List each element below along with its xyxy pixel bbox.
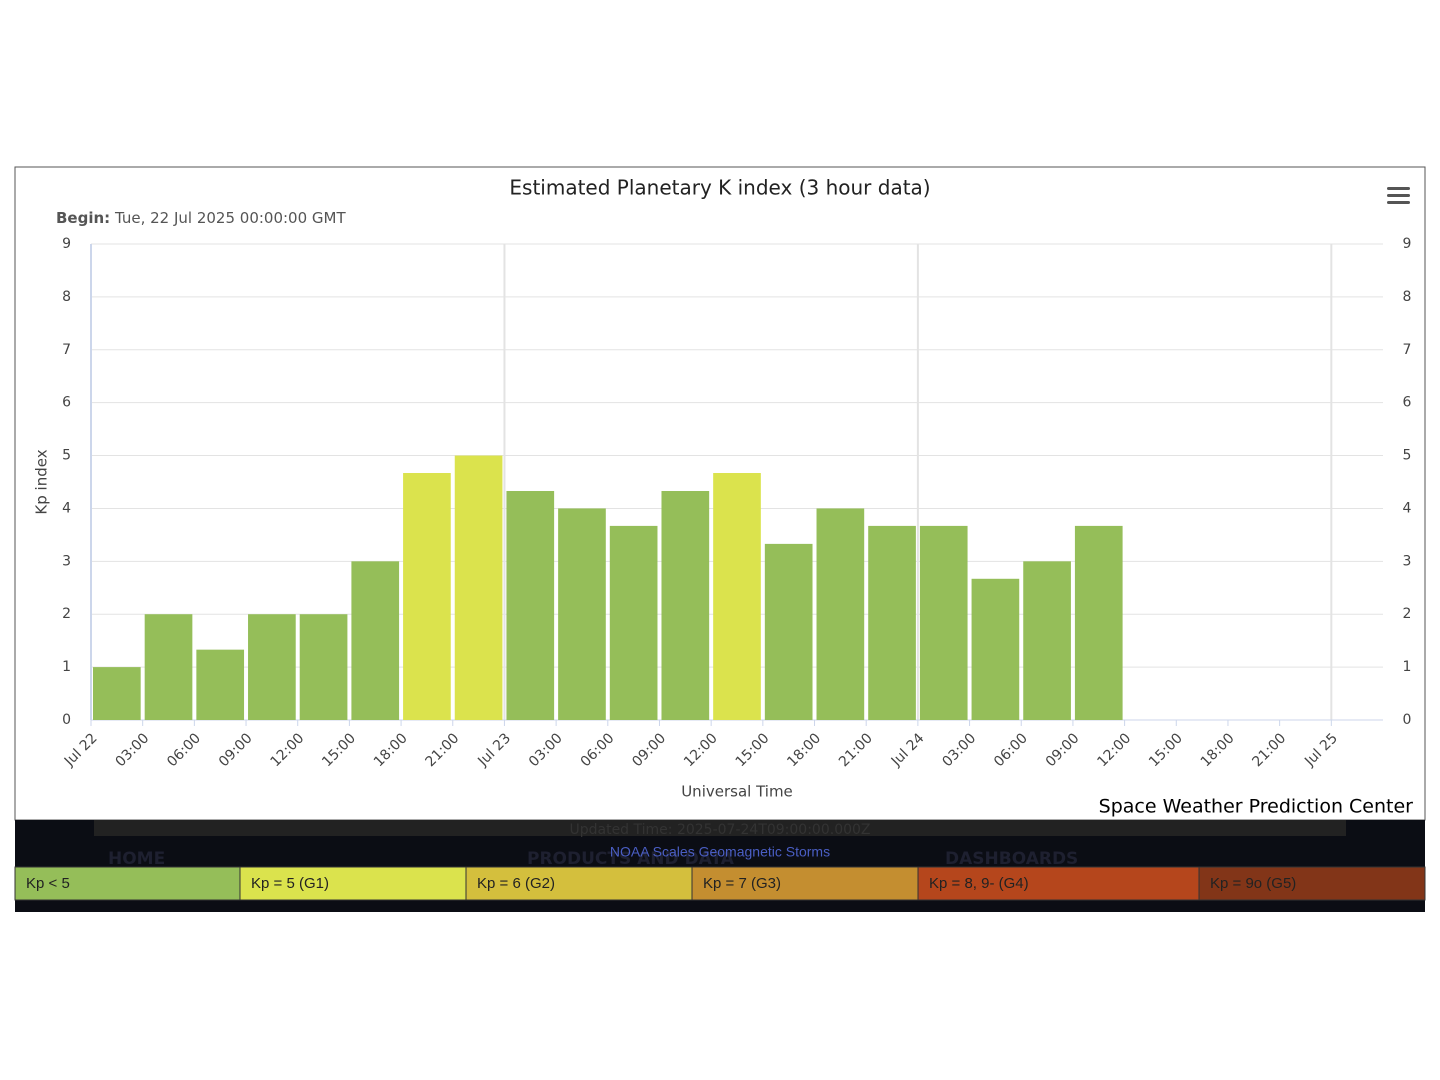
bar: [971, 578, 1020, 720]
y-tick-label: 4: [62, 500, 71, 516]
bar: [816, 508, 865, 720]
legend-label: Kp = 6 (G2): [477, 875, 555, 892]
y2-tick-label: 4: [1403, 500, 1412, 516]
y2-tick-label: 0: [1403, 712, 1412, 728]
y2-tick-label: 3: [1403, 553, 1412, 569]
footer-strip: [94, 820, 1346, 836]
y-tick-label: 9: [62, 236, 71, 252]
y2-tick-label: 8: [1403, 289, 1412, 305]
nav-link[interactable]: PRODUCTS AND DATA: [527, 849, 735, 869]
menu-button[interactable]: [1387, 187, 1410, 204]
bar: [919, 525, 968, 720]
y2-tick-label: 9: [1403, 236, 1412, 252]
bar: [661, 490, 710, 720]
chart-title: Estimated Planetary K index (3 hour data…: [509, 176, 930, 200]
bar: [506, 490, 555, 720]
bar: [609, 525, 658, 720]
y2-tick-label: 5: [1403, 448, 1412, 464]
y-tick-label: 3: [62, 553, 71, 569]
y-tick-label: 2: [62, 606, 71, 622]
scale-link[interactable]: NOAA Scales Geomagnetic Storms: [610, 844, 830, 860]
legend-swatch: [14, 866, 241, 901]
y2-tick-label: 7: [1403, 342, 1412, 358]
bar: [1074, 525, 1123, 720]
y-tick-label: 6: [62, 395, 71, 411]
nav-link[interactable]: HOME: [108, 849, 165, 869]
bar: [299, 614, 348, 720]
legend-label: Kp = 9o (G5): [1210, 875, 1296, 892]
legend-swatch: [691, 866, 919, 901]
y-tick-label: 5: [62, 448, 71, 464]
chart-subtitle: Begin: Tue, 22 Jul 2025 00:00:00 GMT: [56, 209, 346, 227]
y-axis-label: Kp index: [33, 449, 51, 514]
bar: [868, 525, 916, 720]
bar: [144, 614, 193, 720]
legend-label: Kp = 8, 9- (G4): [929, 875, 1029, 892]
y2-tick-label: 1: [1403, 659, 1412, 675]
bar: [1023, 561, 1071, 720]
y2-tick-label: 2: [1403, 606, 1412, 622]
x-axis-label: Universal Time: [681, 783, 793, 801]
y-tick-label: 7: [62, 342, 71, 358]
subtitle-text: Tue, 22 Jul 2025 00:00:00 GMT: [114, 209, 347, 227]
bar: [713, 473, 761, 720]
menu-bar: [1387, 201, 1410, 204]
bar: [196, 649, 245, 720]
legend-swatch: [465, 866, 693, 901]
y-tick-label: 8: [62, 289, 71, 305]
bar: [454, 455, 503, 720]
y-tick-label: 0: [62, 712, 71, 728]
y-tick-label: 1: [62, 659, 71, 675]
credit: Space Weather Prediction Center: [1099, 796, 1414, 818]
y2-tick-label: 6: [1403, 395, 1412, 411]
subtitle-label: Begin:: [56, 209, 110, 227]
legend-label: Kp < 5: [26, 875, 70, 892]
bar: [93, 667, 141, 720]
bar: [558, 508, 606, 720]
bar: [248, 614, 296, 720]
bar: [403, 473, 451, 720]
bar: [351, 561, 400, 720]
menu-bar: [1387, 194, 1410, 197]
legend-swatch: [1198, 866, 1426, 901]
menu-bar: [1387, 187, 1410, 190]
bar: [764, 543, 813, 720]
legend-swatch: [917, 866, 1200, 901]
legend-label: Kp = 7 (G3): [703, 875, 781, 892]
legend-swatch: [239, 866, 467, 901]
legend-label: Kp = 5 (G1): [251, 875, 329, 892]
updated-time: Updated Time: 2025-07-24T09:00:00.000Z: [569, 822, 870, 838]
nav-link[interactable]: DASHBOARDS: [945, 849, 1078, 869]
